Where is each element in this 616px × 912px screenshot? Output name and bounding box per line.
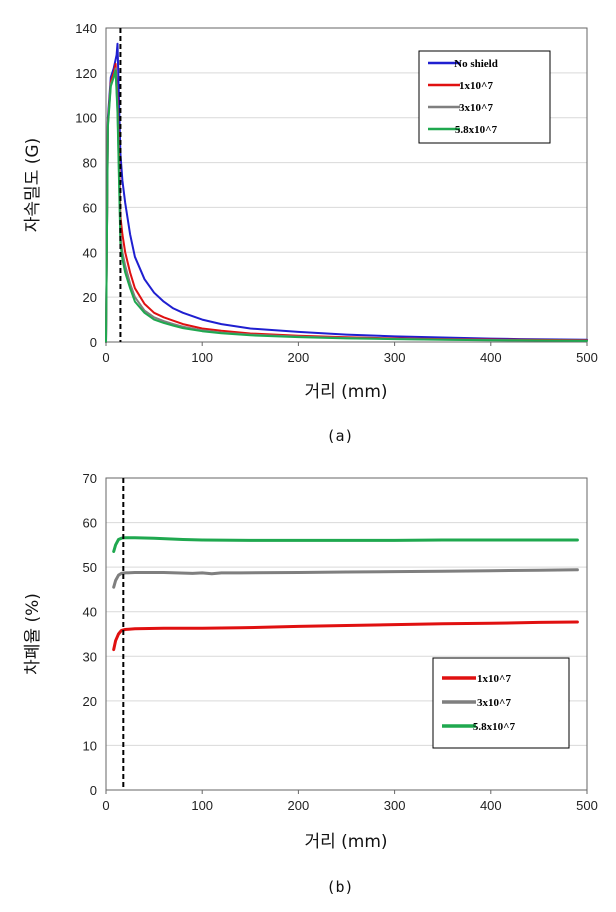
series-line-No shield	[105, 42, 588, 343]
y-tick-label: 50	[83, 560, 97, 575]
y-tick-label: 40	[83, 245, 97, 260]
chart-b-legend: 1x10^7 3x10^7 5.8x10^7	[432, 657, 570, 749]
series-line-5.8x10^7	[105, 69, 588, 343]
chart-a-legend-box	[418, 50, 551, 144]
y-tick-label: 0	[90, 783, 97, 798]
y-tick-label: 20	[83, 290, 97, 305]
chart-b-y-axis-label: 차폐율 (%)	[23, 593, 43, 675]
x-tick-label: 200	[288, 798, 310, 813]
chart-a-gridlines	[106, 72, 587, 298]
chart-b-caption: (b)	[326, 878, 353, 896]
chart-a-y-ticks: 0 20 40 60 80 100 120 140	[75, 21, 97, 350]
chart-b-y-ticks: 0 10 20 30 40 50 60 70	[83, 471, 97, 798]
legend-label: No shield	[454, 58, 498, 70]
chart-a-x-axis-label: 거리 (mm)	[304, 382, 387, 402]
x-tick-label: 0	[102, 798, 109, 813]
chart-b: 0 10 20 30 40 50 60 70 0 100 200 300 400 500 차폐율 (%)…	[23, 471, 598, 896]
chart-a-y-axis-label: 자속밀도 (G)	[23, 138, 43, 232]
y-tick-label: 140	[75, 21, 97, 36]
y-tick-label: 70	[83, 471, 97, 486]
x-tick-label: 300	[384, 350, 406, 365]
legend-label: 3x10^7	[477, 697, 511, 709]
y-tick-label: 10	[83, 738, 97, 753]
x-tick-label: 0	[102, 350, 109, 365]
series-line-1x10^7	[112, 620, 579, 652]
chart-b-x-ticks: 0 100 200 300 400 500	[102, 790, 598, 813]
x-tick-label: 300	[384, 798, 406, 813]
x-tick-label: 100	[191, 798, 213, 813]
chart-a: 0 20 40 60 80 100 120 140 0 100 200 300 400 500 자속밀도…	[23, 21, 598, 445]
chart-a-x-ticks: 0 100 200 300 400 500	[102, 342, 598, 365]
series-line-3x10^7	[112, 568, 579, 589]
y-tick-label: 20	[83, 694, 97, 709]
y-tick-label: 80	[83, 156, 97, 171]
series-line-5.8x10^7	[112, 536, 579, 553]
x-tick-label: 500	[576, 350, 598, 365]
x-tick-label: 200	[288, 350, 310, 365]
chart-a-plot-frame	[105, 27, 588, 343]
y-tick-label: 30	[83, 649, 97, 664]
y-tick-label: 120	[75, 66, 97, 81]
y-tick-label: 100	[75, 111, 97, 126]
chart-a-legend-items: No shield 1x10^7 3x10^7 5.8x10^7	[428, 58, 498, 136]
chart-a-legend: No shield 1x10^7 3x10^7 5.8x10^7	[418, 50, 551, 144]
chart-b-plot-frame	[105, 477, 588, 791]
legend-label: 3x10^7	[459, 102, 493, 114]
y-tick-label: 0	[90, 335, 97, 350]
y-tick-label: 40	[83, 605, 97, 620]
chart-b-series-group	[112, 536, 579, 652]
legend-label: 1x10^7	[459, 80, 493, 92]
x-tick-label: 100	[191, 350, 213, 365]
x-tick-label: 500	[576, 798, 598, 813]
chart-a-series-group	[105, 42, 588, 343]
legend-label: 5.8x10^7	[455, 124, 498, 136]
chart-a-caption: (a)	[326, 427, 353, 445]
y-tick-label: 60	[83, 200, 97, 215]
x-tick-label: 400	[480, 798, 502, 813]
y-tick-label: 60	[83, 516, 97, 531]
chart-b-x-axis-label: 거리 (mm)	[304, 832, 387, 852]
x-tick-label: 400	[480, 350, 502, 365]
legend-label: 1x10^7	[477, 673, 511, 685]
legend-label: 5.8x10^7	[473, 721, 516, 733]
chart-b-legend-items: 1x10^7 3x10^7 5.8x10^7	[442, 673, 516, 733]
